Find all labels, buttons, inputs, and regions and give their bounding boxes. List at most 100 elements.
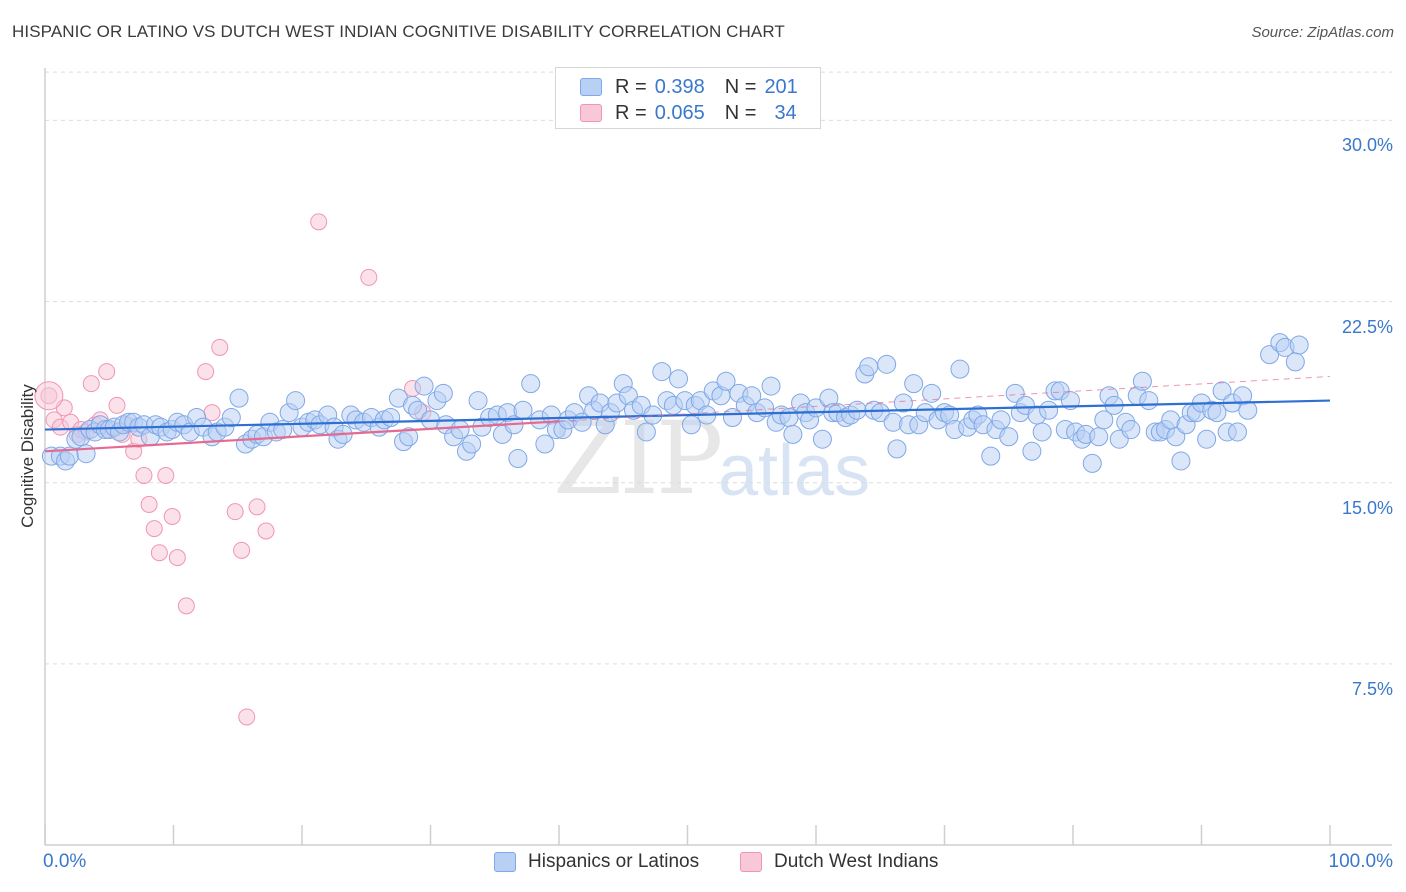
legend-label: Dutch West Indians: [774, 851, 939, 872]
data-point-hispanic: [1139, 391, 1159, 411]
data-point-hispanic: [669, 369, 689, 389]
series-hispanics-or-latinos: [41, 333, 1309, 473]
y-tick-label: 30.0%: [1341, 135, 1393, 156]
data-point-hispanic: [535, 434, 555, 454]
data-point-dutch: [98, 363, 116, 381]
data-point-dutch: [360, 268, 378, 286]
data-point-hispanic: [1207, 403, 1227, 423]
data-point-hispanic: [286, 391, 306, 411]
data-point-hispanic: [859, 357, 879, 377]
data-point-dutch: [135, 466, 153, 484]
gridlines: [45, 71, 1392, 665]
data-point-hispanic: [408, 400, 428, 420]
data-point-dutch: [163, 508, 181, 526]
data-point-dutch: [157, 466, 175, 484]
x-tick-label-min: 0.0%: [43, 851, 87, 872]
data-point-dutch: [145, 520, 163, 538]
x-tick-label-max: 100.0%: [1328, 851, 1393, 872]
trend-lines: [44, 375, 1331, 453]
data-point-hispanic: [904, 374, 924, 394]
data-point-hispanic: [399, 427, 419, 447]
data-point-hispanic: [76, 444, 96, 464]
n-label: N =: [724, 75, 757, 98]
data-point-dutch: [238, 708, 256, 726]
data-point-hispanic: [1005, 383, 1025, 403]
legend-item-dutch[interactable]: Dutch West Indians: [740, 851, 938, 873]
y-axis-title: Cognitive Disability: [18, 384, 37, 528]
r-label: R =: [615, 101, 647, 124]
trend-line-dutch: [44, 420, 560, 453]
data-point-hispanic: [1121, 420, 1141, 440]
data-point-hispanic: [999, 427, 1019, 447]
data-point-hispanic: [636, 422, 656, 442]
blue-swatch: [580, 78, 602, 96]
y-tick-label: 22.5%: [1341, 316, 1393, 337]
data-point-dutch: [226, 503, 244, 521]
data-point-hispanic: [221, 407, 241, 427]
data-point-hispanic: [1166, 427, 1186, 447]
n-value: 201: [764, 75, 798, 98]
axes: [44, 68, 1392, 846]
data-point-hispanic: [1197, 429, 1217, 449]
blue-swatch: [494, 852, 516, 872]
data-point-hispanic: [1212, 381, 1232, 401]
data-point-dutch: [82, 375, 100, 393]
data-point-hispanic: [981, 446, 1001, 466]
data-point-hispanic: [1082, 453, 1102, 473]
data-point-hispanic: [1032, 422, 1052, 442]
data-point-dutch: [197, 363, 215, 381]
watermark-atlas: atlas: [718, 431, 871, 511]
stats-row-dutch: R = 0.065 N = 34: [580, 101, 797, 125]
y-tick-label: 15.0%: [1341, 497, 1393, 518]
source-label: Source: ZipAtlas.com: [1251, 24, 1394, 41]
y-tick-label: 7.5%: [1351, 678, 1393, 699]
stats-row-hispanic: R = 0.398 N = 201: [580, 75, 798, 99]
data-point-hispanic: [991, 410, 1011, 430]
data-point-hispanic: [381, 407, 401, 427]
n-label: N =: [724, 101, 757, 124]
legend-item-hispanic[interactable]: Hispanics or Latinos: [494, 851, 699, 873]
r-label: R =: [615, 75, 647, 98]
data-point-hispanic: [1289, 335, 1309, 355]
data-point-hispanic: [716, 371, 736, 391]
data-point-hispanic: [1060, 391, 1080, 411]
data-point-hispanic: [922, 383, 942, 403]
data-point-hispanic: [652, 362, 672, 382]
data-point-hispanic: [433, 383, 453, 403]
chart-title: HISPANIC OR LATINO VS DUTCH WEST INDIAN …: [12, 22, 785, 41]
r-value: 0.065: [654, 101, 705, 124]
data-point-hispanic: [414, 376, 434, 396]
trend-line-dutch-extrapolated: [558, 375, 1331, 422]
data-point-hispanic: [1039, 400, 1059, 420]
data-point-hispanic: [887, 439, 907, 459]
series-dutch-west-indians: [34, 213, 432, 726]
pink-swatch: [740, 852, 762, 872]
data-point-hispanic: [1227, 422, 1247, 442]
data-point-hispanic: [893, 393, 913, 413]
data-point-dutch: [257, 522, 275, 540]
pink-swatch: [580, 104, 602, 122]
data-point-dutch: [177, 597, 195, 615]
data-point-hispanic: [1022, 441, 1042, 461]
data-point-hispanic: [1089, 427, 1109, 447]
data-point-dutch: [310, 213, 328, 231]
data-point-hispanic: [468, 391, 488, 411]
data-point-hispanic: [812, 429, 832, 449]
data-point-hispanic: [1171, 451, 1191, 471]
data-point-hispanic: [783, 424, 803, 444]
data-point-dutch: [203, 404, 221, 422]
data-point-dutch: [140, 495, 158, 513]
data-point-hispanic: [1238, 400, 1258, 420]
data-point-dutch: [108, 396, 126, 414]
data-point-hispanic: [1285, 352, 1305, 372]
data-point-hispanic: [1260, 345, 1280, 365]
data-point-hispanic: [508, 449, 528, 469]
data-point-hispanic: [1094, 410, 1114, 430]
data-point-hispanic: [681, 415, 701, 435]
data-point-dutch: [211, 338, 229, 356]
data-point-hispanic: [779, 407, 799, 427]
data-point-hispanic: [950, 359, 970, 379]
data-point-hispanic: [450, 420, 470, 440]
trend-line-hispanic: [44, 399, 1331, 431]
